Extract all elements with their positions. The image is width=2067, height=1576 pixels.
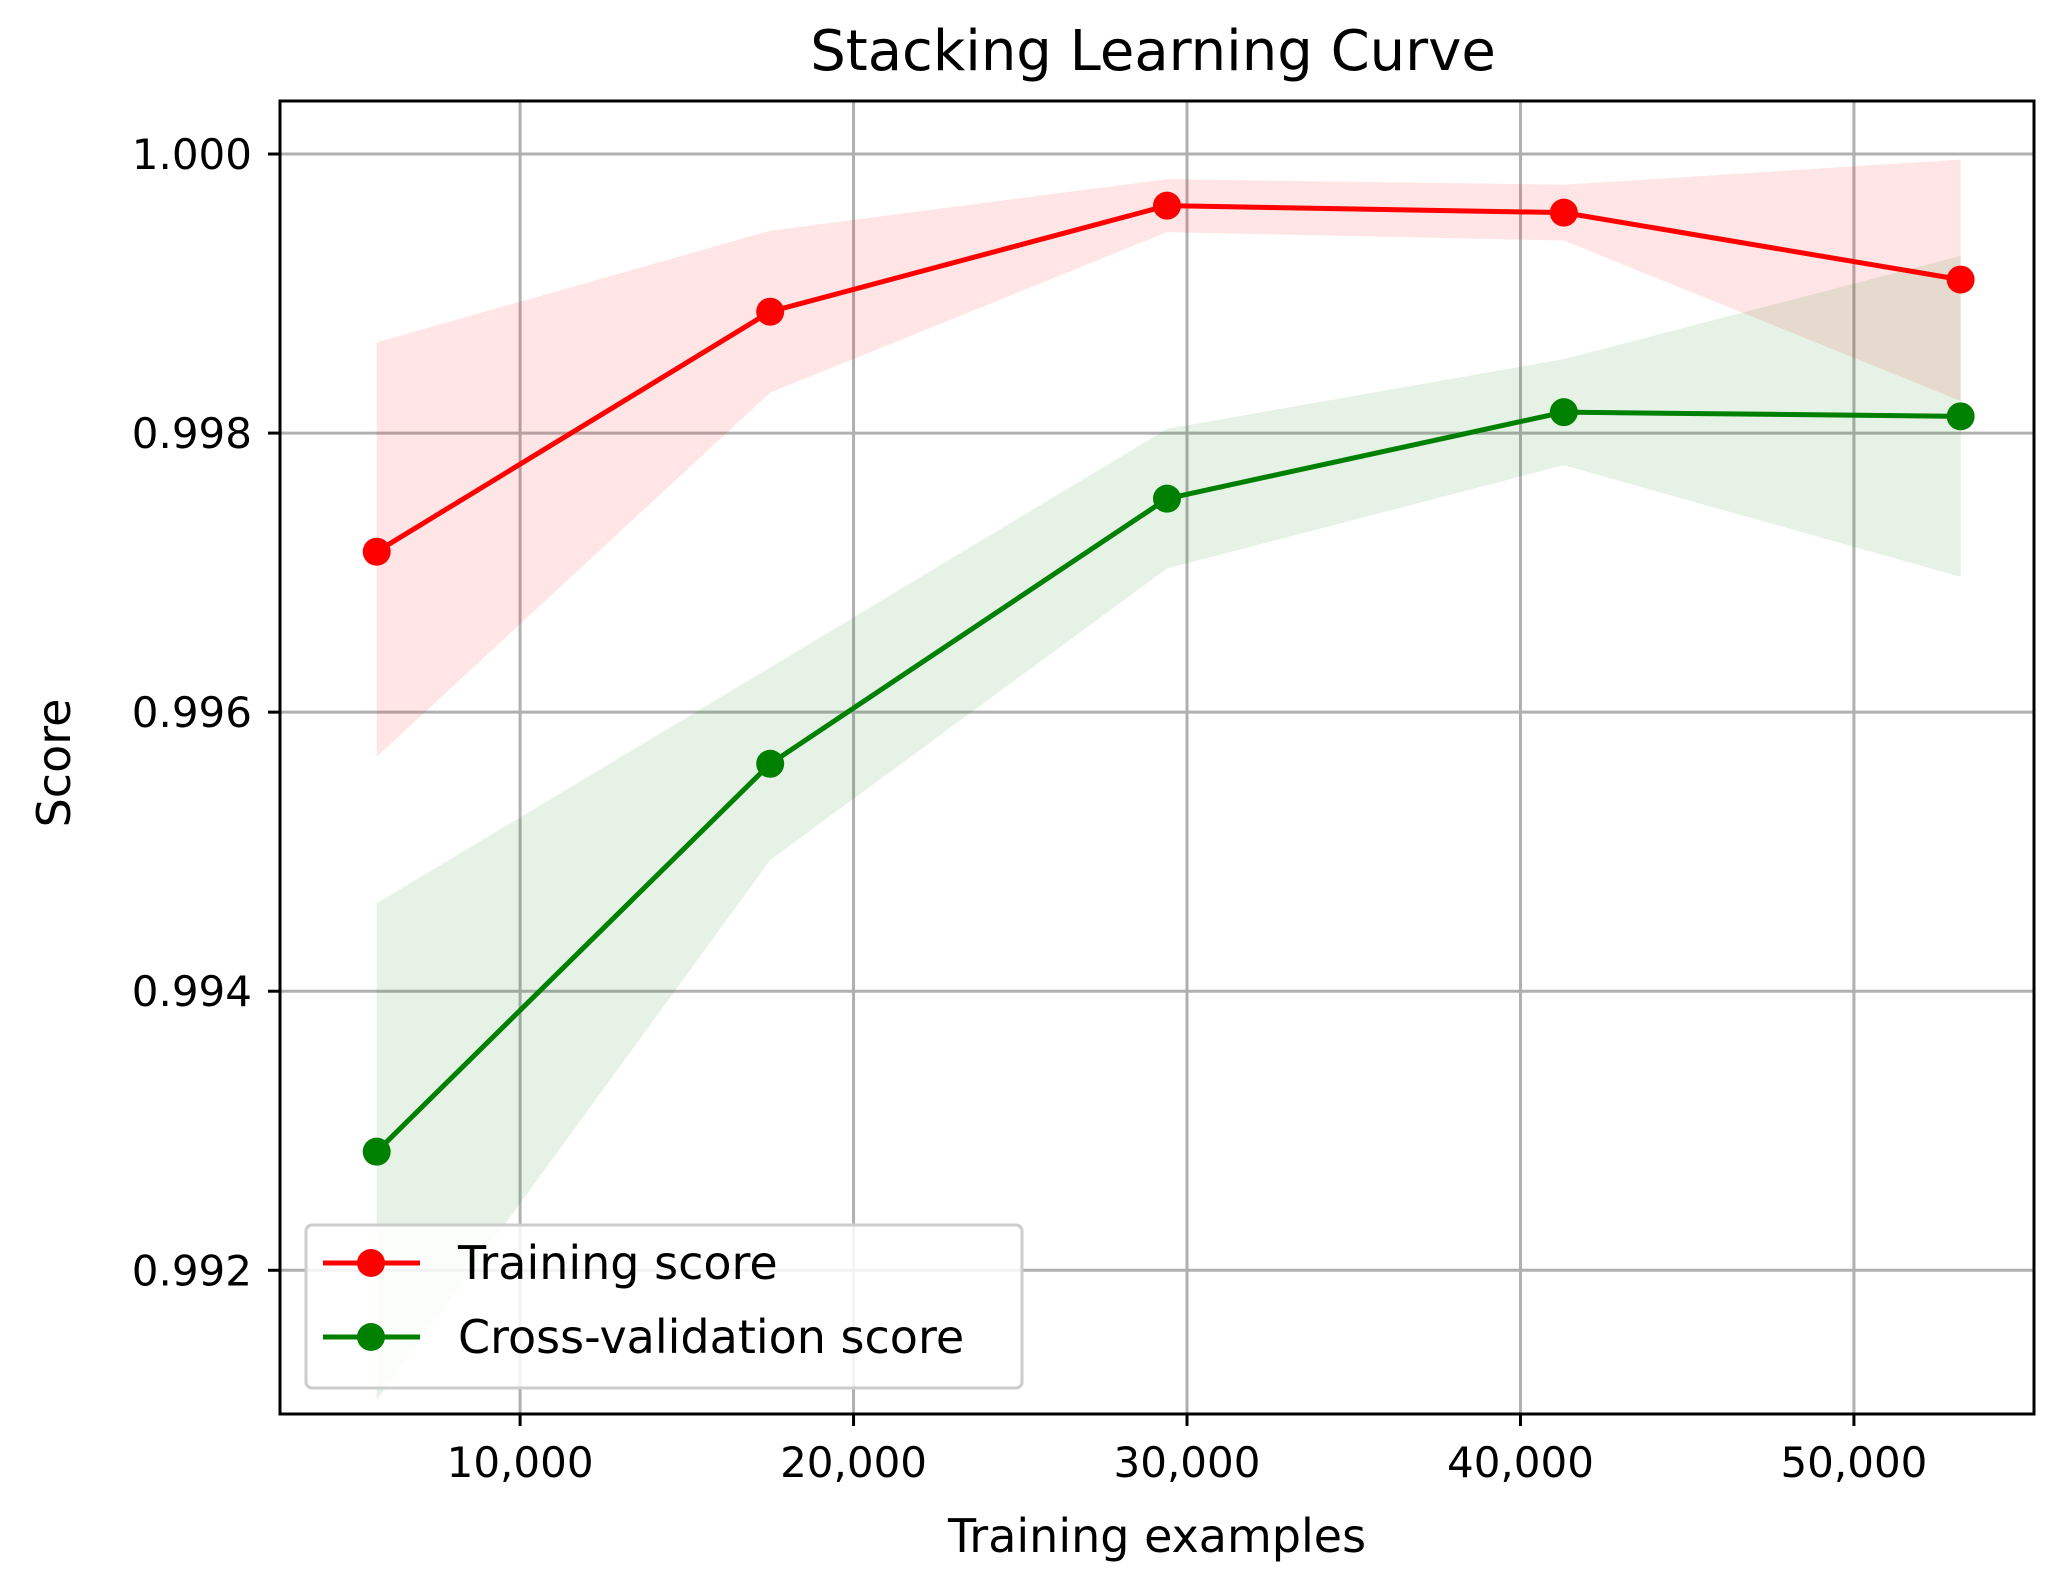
x-tick-label: 30,000 (1114, 1438, 1261, 1487)
series-points (362, 191, 1975, 1166)
cross-validation-point (756, 749, 785, 778)
legend: Training score Cross-validation score (304, 1223, 1024, 1390)
x-axis-label: Training examples (947, 1509, 1366, 1563)
training-point (1549, 198, 1578, 227)
legend-box (304, 1223, 1024, 1390)
y-tick-label: 0.996 (132, 688, 252, 737)
training-point (1153, 191, 1182, 220)
cross-validation-band (376, 255, 1961, 1401)
confidence-bands (376, 159, 1961, 1401)
y-tick-label: 0.992 (132, 1246, 252, 1295)
x-tick-label: 40,000 (1447, 1438, 1594, 1487)
training-point (1946, 265, 1975, 294)
legend-label-cross-validation: Cross-validation score (458, 1310, 964, 1364)
plot-frame (278, 99, 2036, 1416)
training-point (362, 537, 391, 566)
training-point (756, 297, 785, 326)
y-axis-label: Score (27, 699, 81, 828)
y-tick-label: 1.000 (132, 130, 252, 179)
x-tick-label: 50,000 (1780, 1438, 1927, 1487)
x-tick-label: 10,000 (447, 1438, 594, 1487)
legend-label-training: Training score (457, 1236, 778, 1290)
legend-marker-training (357, 1249, 385, 1277)
cross-validation-point (1946, 402, 1975, 431)
cross-validation-point (1549, 398, 1578, 427)
chart-title: Stacking Learning Curve (810, 19, 1496, 84)
x-axis-ticks: 10,000 20,000 30,000 40,000 50,000 (447, 1414, 1927, 1487)
y-tick-label: 0.998 (132, 409, 252, 458)
x-tick-label: 20,000 (780, 1438, 927, 1487)
y-tick-label: 0.994 (132, 967, 252, 1016)
y-axis-ticks: 0.992 0.994 0.996 0.998 1.000 (132, 130, 280, 1295)
cross-validation-point (1153, 484, 1182, 513)
cross-validation-point (362, 1137, 391, 1166)
legend-marker-cross-validation (357, 1323, 385, 1351)
